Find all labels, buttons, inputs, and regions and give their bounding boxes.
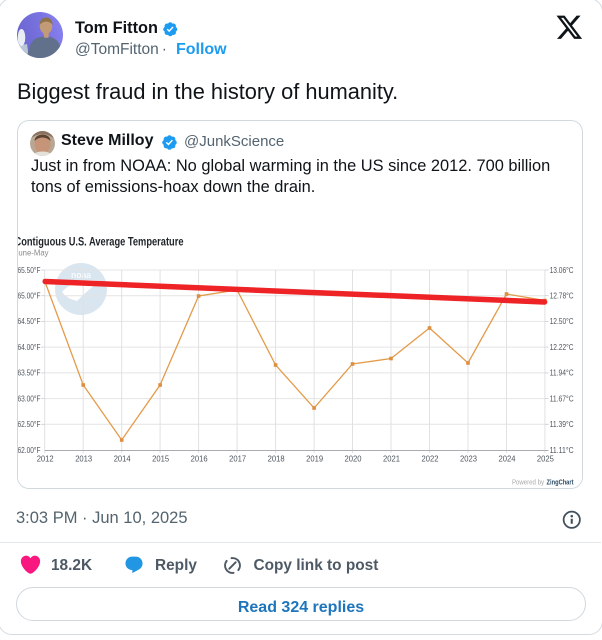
svg-text:2017: 2017 (229, 454, 246, 464)
svg-text:64.00°F: 64.00°F (18, 343, 41, 352)
svg-text:2025: 2025 (537, 454, 554, 464)
svg-text:2022: 2022 (422, 454, 439, 464)
svg-text:63.50°F: 63.50°F (18, 369, 41, 378)
svg-text:noaa: noaa (71, 270, 92, 280)
svg-text:11.67°C: 11.67°C (550, 394, 574, 403)
svg-text:12.22°C: 12.22°C (550, 343, 574, 352)
svg-text:Contiguous U.S. Average Temper: Contiguous U.S. Average Temperature (18, 235, 184, 249)
svg-text:12.78°C: 12.78°C (550, 292, 574, 301)
svg-text:2019: 2019 (306, 454, 323, 464)
svg-text:2023: 2023 (460, 454, 477, 464)
svg-text:11.39°C: 11.39°C (550, 420, 574, 429)
svg-text:2020: 2020 (345, 454, 362, 464)
svg-text:Powered by: Powered by (512, 478, 544, 487)
svg-text:2018: 2018 (268, 454, 285, 464)
svg-text:62.00°F: 62.00°F (18, 446, 41, 455)
svg-text:June-May: June-May (18, 249, 49, 258)
svg-text:11.11°C: 11.11°C (550, 446, 574, 455)
svg-text:65.00°F: 65.00°F (18, 292, 41, 301)
svg-text:2013: 2013 (75, 454, 92, 464)
svg-text:64.50°F: 64.50°F (18, 317, 41, 326)
svg-text:13.06°C: 13.06°C (550, 266, 574, 275)
svg-text:2016: 2016 (191, 454, 208, 464)
svg-text:2024: 2024 (499, 454, 516, 464)
svg-text:12.50°C: 12.50°C (550, 317, 574, 326)
svg-text:2012: 2012 (37, 454, 54, 464)
svg-text:11.94°C: 11.94°C (550, 369, 574, 378)
svg-text:63.00°F: 63.00°F (18, 394, 41, 403)
svg-text:65.50°F: 65.50°F (18, 266, 41, 275)
svg-text:2021: 2021 (383, 454, 400, 464)
svg-text:62.50°F: 62.50°F (18, 420, 41, 429)
svg-text:ZingChart: ZingChart (547, 478, 574, 487)
svg-text:2014: 2014 (114, 454, 131, 464)
svg-text:2015: 2015 (152, 454, 169, 464)
